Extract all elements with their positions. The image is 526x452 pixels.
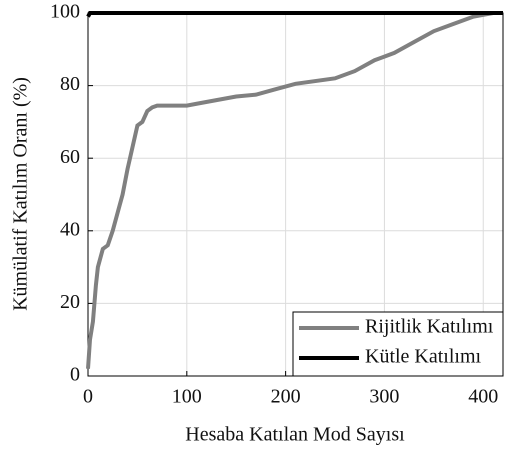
y-tick-label: 80 [60,73,80,95]
x-tick-label: 200 [271,386,301,408]
y-tick-label: 40 [60,218,80,240]
y-tick-label: 20 [60,291,80,313]
legend-label: Rijitlik Katılımı [365,316,494,338]
x-axis-label: Hesaba Katılan Mod Sayısı [185,424,405,446]
x-tick-label: 100 [172,386,202,408]
series-line [86,11,503,18]
x-tick-label: 400 [468,386,498,408]
legend-label: Kütle Katılımı [365,346,482,368]
x-tick-label: 0 [83,386,93,408]
x-tick-label: 300 [369,386,399,408]
y-tick-label: 60 [60,146,80,168]
y-tick-label: 0 [70,364,80,386]
y-tick-label: 100 [50,1,80,23]
legend-box [292,311,504,377]
series-line [86,11,503,369]
y-axis-label: Kümülatif Katılım Oranı (%) [10,77,32,311]
